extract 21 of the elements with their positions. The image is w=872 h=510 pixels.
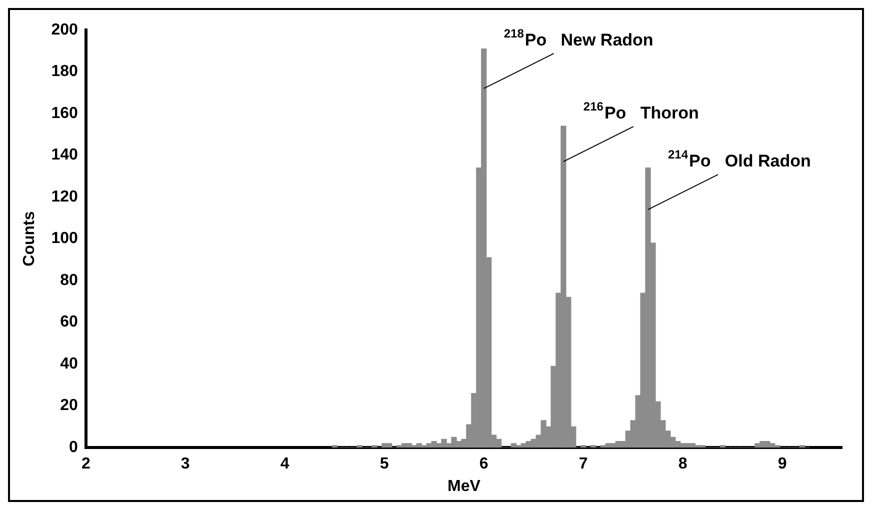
- x-tick-label: 2: [81, 456, 90, 473]
- x-tick-label: 9: [778, 456, 787, 473]
- y-tick-label: 20: [60, 397, 78, 414]
- x-axis-title: MeV: [447, 478, 481, 495]
- y-tick-label: 60: [60, 314, 78, 331]
- y-axis-title: Counts: [21, 211, 38, 266]
- y-tick-label: 180: [51, 63, 78, 80]
- y-tick-label: 200: [51, 21, 78, 38]
- y-tick-label: 100: [51, 230, 78, 248]
- x-tick-label: 8: [678, 456, 688, 473]
- x-tick-label: 3: [180, 456, 190, 473]
- y-tick-label: 160: [51, 104, 78, 122]
- x-tick-label: 7: [578, 456, 588, 473]
- x-tick-label: 4: [280, 456, 290, 473]
- y-tick-label: 140: [51, 146, 78, 164]
- y-tick-label: 80: [60, 272, 78, 289]
- y-tick-label: 120: [51, 188, 78, 206]
- x-tick-label: 5: [380, 456, 389, 473]
- y-tick-label: 40: [60, 355, 78, 372]
- y-tick-label: 0: [68, 439, 78, 456]
- x-tick-label: 6: [479, 456, 488, 473]
